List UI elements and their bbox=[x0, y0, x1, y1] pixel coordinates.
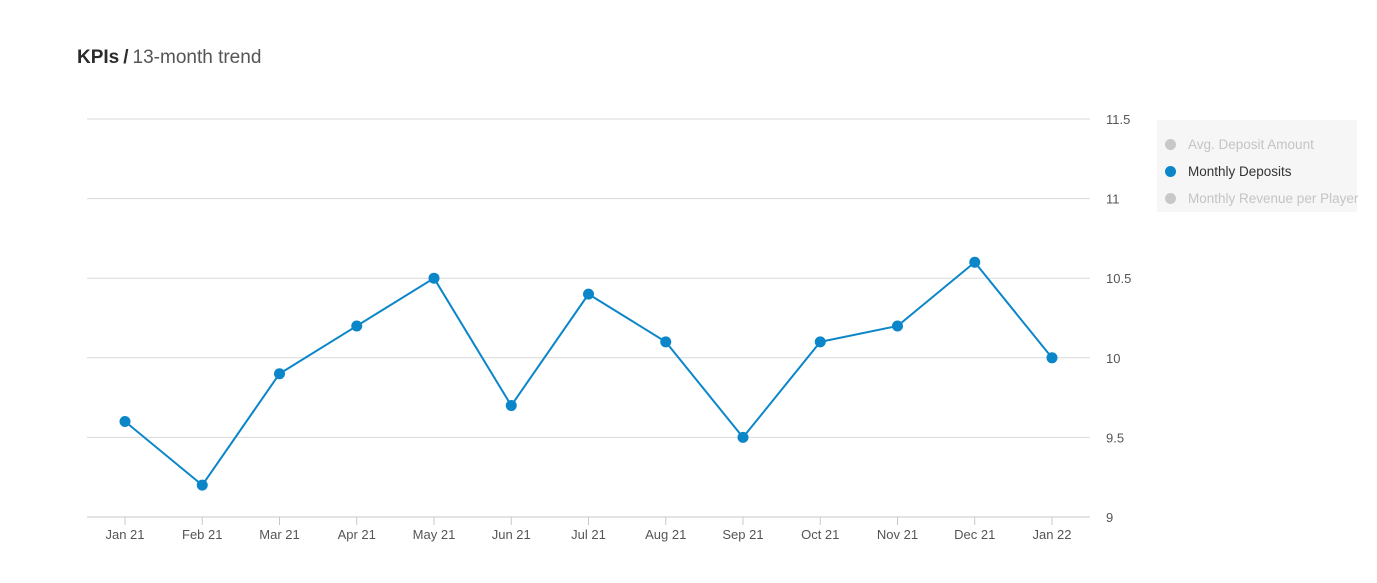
legend-label: Monthly Deposits bbox=[1188, 164, 1292, 179]
data-point-jan-21[interactable] bbox=[119, 415, 131, 427]
data-point-jul-21[interactable] bbox=[583, 288, 594, 300]
data-point-aug-21[interactable] bbox=[660, 336, 672, 348]
y-tick-label: 9.5 bbox=[1106, 430, 1124, 445]
grid-lines bbox=[87, 118, 1090, 518]
page-title-main: KPIs bbox=[77, 47, 120, 68]
x-tick-label: Sep 21 bbox=[722, 527, 763, 542]
legend-swatch-icon bbox=[1165, 139, 1176, 150]
page-title: KPIs/13-month trend bbox=[77, 46, 261, 70]
x-tick-label: Mar 21 bbox=[259, 527, 299, 542]
data-point-apr-21[interactable] bbox=[351, 320, 363, 332]
x-tick-label: Jan 22 bbox=[1032, 527, 1071, 542]
chart-legend: Avg. Deposit Amount Monthly Deposits Month… bbox=[1157, 120, 1359, 212]
x-tick-label: Dec 21 bbox=[954, 527, 995, 542]
x-tick-label: Jan 21 bbox=[105, 527, 144, 542]
legend-swatch-icon bbox=[1165, 166, 1176, 177]
data-point-may-21[interactable] bbox=[428, 272, 440, 284]
legend-item-avg-deposit-amount[interactable]: Avg. Deposit Amount bbox=[1157, 131, 1357, 158]
x-tick-label: Oct 21 bbox=[801, 527, 839, 542]
data-point-jan-22[interactable] bbox=[1046, 352, 1058, 364]
legend-swatch-icon bbox=[1165, 193, 1176, 204]
series-monthly-deposits[interactable] bbox=[119, 256, 1058, 491]
x-tick-label: Apr 21 bbox=[338, 527, 376, 542]
page-title-subtitle: 13-month trend bbox=[132, 47, 262, 68]
data-point-dec-21[interactable] bbox=[969, 256, 981, 268]
y-tick-label: 10 bbox=[1106, 351, 1120, 366]
y-axis: 9 9.5 10 10.5 11 11.5 bbox=[1106, 112, 1131, 525]
y-tick-label: 11 bbox=[1106, 192, 1120, 207]
legend-label: Avg. Deposit Amount bbox=[1188, 137, 1314, 152]
legend-item-monthly-revenue-per-player[interactable]: Monthly Revenue per Player bbox=[1157, 185, 1359, 212]
y-tick-label: 11.5 bbox=[1106, 112, 1130, 127]
legend-label: Monthly Revenue per Player bbox=[1188, 191, 1359, 206]
x-tick-label: Aug 21 bbox=[645, 527, 686, 542]
x-tick-label: Jun 21 bbox=[492, 527, 531, 542]
x-tick-label: May 21 bbox=[413, 527, 456, 542]
data-point-sep-21[interactable] bbox=[737, 431, 749, 443]
data-point-nov-21[interactable] bbox=[892, 320, 903, 332]
data-point-feb-21[interactable] bbox=[196, 479, 208, 491]
data-point-mar-21[interactable] bbox=[274, 368, 285, 380]
page-title-separator: / bbox=[123, 47, 129, 68]
data-point-oct-21[interactable] bbox=[814, 336, 826, 348]
x-tick-label: Nov 21 bbox=[877, 527, 918, 542]
x-tick-label: Jul 21 bbox=[571, 527, 606, 542]
y-tick-label: 10.5 bbox=[1106, 271, 1131, 286]
x-axis: Jan 21 Feb 21 Mar 21 Apr 21 May 21 Jun 21 Jul … bbox=[105, 517, 1072, 542]
legend-item-monthly-deposits[interactable]: Monthly Deposits bbox=[1157, 158, 1357, 185]
x-tick-label: Feb 21 bbox=[182, 527, 222, 542]
data-point-jun-21[interactable] bbox=[505, 400, 517, 412]
y-tick-label: 9 bbox=[1106, 510, 1113, 525]
